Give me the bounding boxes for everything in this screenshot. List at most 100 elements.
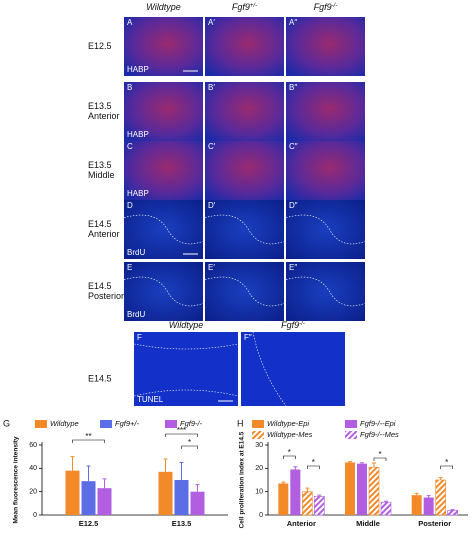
micrograph [286, 17, 365, 76]
column-header: Fgf9-/- [281, 320, 305, 330]
tissue-outline [285, 214, 366, 245]
error-bar [281, 481, 286, 484]
tissue-outline [204, 276, 285, 307]
error-bar [163, 458, 168, 472]
row-label: Anterior [88, 229, 120, 239]
panel-letter: D″ [289, 201, 298, 210]
legend-label: Wildtype-Mes [267, 430, 313, 439]
micrograph [124, 82, 203, 141]
stain-label: HABP [127, 65, 149, 74]
bar [380, 501, 392, 516]
bar [290, 469, 301, 515]
row-label: E12.5 [88, 41, 112, 51]
error-bar [438, 477, 443, 480]
row-label: E14.5 [88, 219, 112, 229]
significance-label: *** [177, 426, 186, 435]
legend-label: Wildtype-Epi [267, 419, 309, 428]
panel-letter: F [137, 333, 142, 342]
micrograph [286, 262, 365, 321]
significance-bracket [181, 445, 198, 449]
header-text: Wildtype [146, 2, 180, 12]
panel-letter: D [127, 201, 133, 210]
y-axis-label: Cell proliferation index at E14.5 [239, 431, 246, 528]
panel-letter: C′ [208, 142, 216, 151]
legend-label: Fgf9-/--Epi [360, 419, 396, 428]
row-label: E14.5 [88, 373, 112, 383]
legend-swatch [345, 420, 357, 428]
error-bar [70, 456, 75, 471]
stain-label: BrdU [127, 310, 145, 319]
column-header: Wildtype [146, 2, 180, 12]
significance-bracket [440, 465, 453, 469]
error-bar [317, 494, 322, 497]
error-bar [360, 462, 364, 464]
stain-label: HABP [127, 189, 149, 198]
header-sup: -/- [332, 3, 338, 9]
row-label: Anterior [88, 111, 120, 121]
x-tick-label: Anterior [287, 519, 316, 528]
bar [423, 497, 434, 515]
error-bar [348, 461, 352, 463]
y-tick-label: 60 [29, 442, 37, 449]
error-bar [384, 500, 388, 503]
row-label: Middle [88, 170, 115, 180]
row-label: E13.5 [88, 101, 112, 111]
y-tick-label: 0 [259, 512, 263, 519]
micrograph [205, 200, 284, 259]
bar [411, 495, 422, 515]
x-tick-label: Middle [356, 519, 380, 528]
micrograph [286, 141, 365, 200]
error-bar [414, 492, 419, 496]
bar [368, 466, 380, 516]
panel-letter: B′ [208, 83, 215, 92]
header-text: Wildtype [169, 320, 203, 330]
micrograph [205, 141, 284, 200]
bar [302, 491, 313, 516]
panel-letter: E [127, 263, 132, 272]
micrograph [124, 17, 203, 76]
header-text: Fgf9 [281, 320, 299, 330]
error-bar [102, 478, 107, 489]
panel-letter: E″ [289, 263, 297, 272]
legend-swatch [252, 420, 264, 428]
error-bar [305, 487, 310, 492]
legend-label: Fgf9-/- [180, 419, 203, 428]
error-bar [372, 462, 376, 468]
panel-letter: A′ [208, 18, 215, 27]
row-label: E14.5 [88, 281, 112, 291]
legend-label: Fgf9-/--Mes [360, 430, 399, 439]
tissue-outline [252, 331, 287, 407]
legend-swatch [252, 431, 264, 439]
error-bar [450, 509, 455, 511]
significance-label: * [288, 448, 291, 457]
panel-letter: H [237, 418, 244, 428]
significance-bracket [307, 465, 320, 469]
micrograph [134, 332, 238, 406]
panel-letter: B″ [289, 83, 297, 92]
header-sup: -/- [299, 321, 305, 327]
legend-label: Fgf9+/- [115, 419, 139, 428]
column-header: Wildtype [169, 320, 203, 330]
micrograph [124, 200, 203, 259]
panel-letter: D′ [208, 201, 216, 210]
bar [345, 462, 355, 515]
legend-swatch [165, 420, 177, 428]
micrograph [205, 82, 284, 141]
column-header: Fgf9-/- [314, 2, 338, 12]
significance-label: * [188, 438, 191, 447]
legend-label: Wildtype [50, 419, 79, 428]
significance-label: * [445, 458, 448, 467]
legend-swatch [100, 420, 112, 428]
bar [97, 488, 112, 515]
error-bar [426, 495, 431, 498]
tissue-outline [133, 343, 239, 397]
error-bar [293, 466, 298, 470]
row-label: E13.5 [88, 160, 112, 170]
panel-letter: B [127, 83, 132, 92]
bar [314, 496, 325, 516]
x-tick-label: E12.5 [79, 519, 99, 528]
error-bar [179, 462, 184, 480]
y-tick-label: 20 [255, 465, 263, 472]
significance-label: * [378, 450, 381, 459]
